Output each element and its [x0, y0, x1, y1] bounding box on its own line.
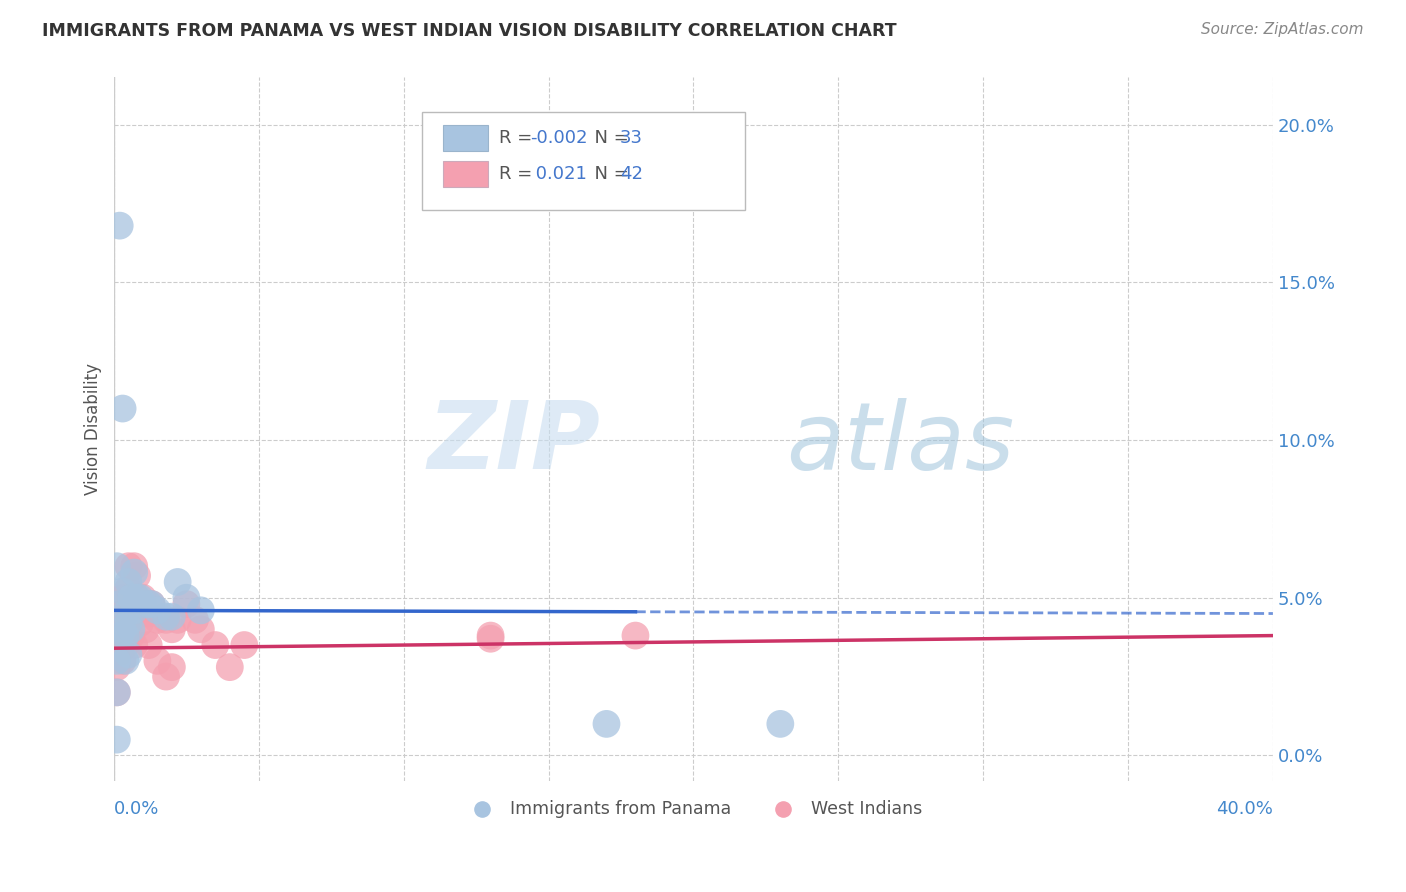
Point [108, 644, 131, 658]
Point [166, 574, 188, 589]
Text: N =: N = [583, 129, 636, 147]
Point [117, 615, 139, 630]
Text: R =: R = [499, 165, 538, 183]
Point [146, 613, 169, 627]
Point [114, 638, 136, 652]
Point [111, 584, 134, 599]
Point [160, 660, 183, 674]
Point [132, 597, 155, 611]
Point [111, 622, 134, 636]
Point [117, 559, 139, 574]
Point [138, 597, 160, 611]
Point [160, 622, 183, 636]
Text: Source: ZipAtlas.com: Source: ZipAtlas.com [1201, 22, 1364, 37]
Point [595, 717, 617, 731]
Text: IMMIGRANTS FROM PANAMA VS WEST INDIAN VISION DISABILITY CORRELATION CHART: IMMIGRANTS FROM PANAMA VS WEST INDIAN VI… [42, 22, 897, 40]
Point [155, 670, 177, 684]
Point [111, 401, 134, 416]
Point [184, 613, 207, 627]
Text: 42: 42 [620, 165, 643, 183]
Text: N =: N = [583, 165, 636, 183]
Point [114, 629, 136, 643]
Point [108, 629, 131, 643]
Point [117, 582, 139, 596]
Point [479, 632, 502, 646]
Point [190, 622, 212, 636]
Point [120, 629, 142, 643]
Point [120, 591, 142, 605]
Point [769, 717, 792, 731]
Point [120, 597, 142, 611]
Point [204, 638, 226, 652]
Point [146, 654, 169, 668]
Point [117, 574, 139, 589]
Point [127, 591, 149, 605]
Point [114, 607, 136, 621]
Text: 40.0%: 40.0% [1216, 799, 1272, 818]
Point [624, 629, 647, 643]
Point [122, 559, 145, 574]
Point [129, 591, 152, 605]
Point [155, 609, 177, 624]
Point [122, 607, 145, 621]
Point [190, 603, 212, 617]
Point [111, 654, 134, 668]
Point [233, 638, 256, 652]
Point [122, 566, 145, 580]
Text: 33: 33 [620, 129, 643, 147]
Point [105, 685, 128, 699]
Point [117, 615, 139, 630]
Text: R =: R = [499, 129, 538, 147]
Point [129, 597, 152, 611]
Point [479, 629, 502, 643]
Point [141, 597, 163, 611]
Point [111, 622, 134, 636]
Point [117, 648, 139, 662]
Point [146, 603, 169, 617]
Legend: Immigrants from Panama, West Indians: Immigrants from Panama, West Indians [458, 793, 929, 825]
Point [176, 597, 198, 611]
Point [138, 638, 160, 652]
Point [155, 613, 177, 627]
Point [105, 685, 128, 699]
Point [122, 603, 145, 617]
Point [108, 607, 131, 621]
Point [141, 597, 163, 611]
Text: 0.0%: 0.0% [114, 799, 159, 818]
Text: Vision Disability: Vision Disability [84, 363, 103, 495]
Point [108, 219, 131, 233]
Point [114, 654, 136, 668]
Point [105, 559, 128, 574]
Point [120, 622, 142, 636]
Point [138, 607, 160, 621]
Point [108, 597, 131, 611]
Point [114, 613, 136, 627]
Text: atlas: atlas [786, 398, 1014, 489]
Point [135, 622, 157, 636]
Point [127, 568, 149, 582]
Point [218, 660, 240, 674]
Text: 0.021: 0.021 [530, 165, 586, 183]
Point [176, 591, 198, 605]
Point [132, 591, 155, 605]
Point [105, 660, 128, 674]
Text: ZIP: ZIP [427, 397, 600, 489]
Point [105, 629, 128, 643]
Text: -0.002: -0.002 [530, 129, 588, 147]
Point [111, 591, 134, 605]
Point [160, 609, 183, 624]
Point [105, 732, 128, 747]
Point [105, 654, 128, 668]
Point [129, 615, 152, 630]
Point [122, 638, 145, 652]
Point [166, 613, 188, 627]
